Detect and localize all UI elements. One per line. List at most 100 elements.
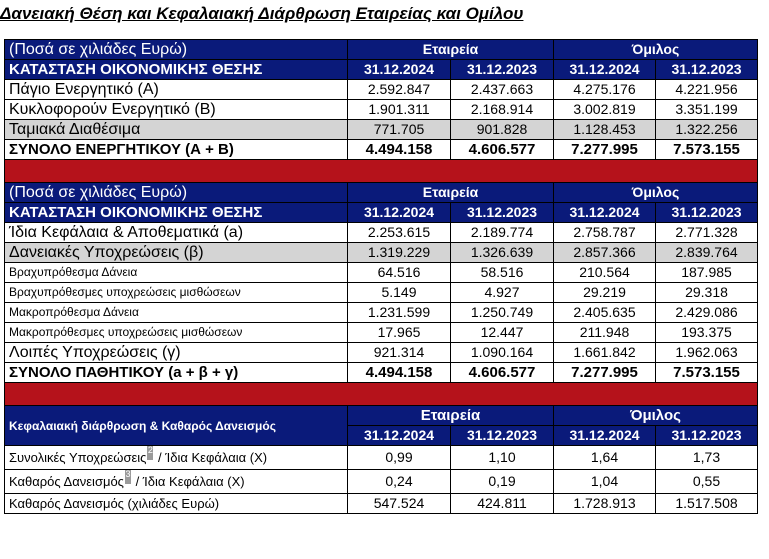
date-cell: 31.12.2024 <box>347 202 451 223</box>
table-row: Δανειακές Υποχρεώσεις (β) 1.319.229 1.32… <box>4 242 759 263</box>
page-title: Δανειακή Θέση και Κεφαλαιακή Διάρθρωση Ε… <box>0 4 524 23</box>
value-cell: 4.494.158 <box>347 139 451 160</box>
value-cell: 4.221.956 <box>654 79 759 100</box>
row-label: Συνολικές Υποχρεώσεις2 / Ίδια Κεφάλαια (… <box>4 445 348 470</box>
value-cell: 1.901.311 <box>347 99 451 120</box>
table-row: Βραχυπρόθεσμες υποχρεώσεις μισθώσεων 5.1… <box>4 282 759 303</box>
date-cell: 31.12.2024 <box>347 59 451 80</box>
value-cell: 17.965 <box>347 322 451 343</box>
footnote-mark: 2 <box>147 446 154 460</box>
row-label: Ταμιακά Διαθέσιμα <box>4 119 348 140</box>
value-cell: 2.758.787 <box>553 222 656 243</box>
value-cell: 210.564 <box>553 262 656 283</box>
section-separator <box>3 382 759 406</box>
section2-note: (Ποσά σε χιλιάδες Ευρώ) <box>4 182 348 203</box>
value-cell: 1.728.913 <box>553 493 656 514</box>
section-separator <box>3 159 759 183</box>
table-row: Καθαρός Δανεισμός3 / Ίδια Κεφάλαια (X) 0… <box>4 469 759 494</box>
row-label: Κυκλοφορούν Ενεργητικό (Β) <box>4 99 348 120</box>
value-cell: 771.705 <box>347 119 451 140</box>
value-cell: 2.437.663 <box>450 79 554 100</box>
value-cell: 4.606.577 <box>450 139 554 160</box>
value-cell: 2.168.914 <box>450 99 554 120</box>
table-row: Συνολικές Υποχρεώσεις2 / Ίδια Κεφάλαια (… <box>4 445 759 470</box>
table-row: Λοιπές Υποχρεώσεις (γ) 921.314 1.090.164… <box>4 342 759 363</box>
value-cell: 7.277.995 <box>553 362 656 383</box>
table-row: Ταμιακά Διαθέσιμα 771.705 901.828 1.128.… <box>4 119 759 140</box>
value-cell: 2.429.086 <box>654 302 759 323</box>
section3-group-consolidated: Όμιλος <box>552 405 759 426</box>
row-label-suffix: / Ίδια Κεφάλαια (X) <box>131 474 245 489</box>
value-cell: 2.253.615 <box>347 222 451 243</box>
financial-position-table: (Ποσά σε χιλιάδες Ευρώ) Εταιρεία Όμιλος … <box>3 39 759 514</box>
value-cell: 4.606.577 <box>450 362 554 383</box>
section1-note: (Ποσά σε χιλιάδες Ευρώ) <box>4 39 348 60</box>
value-cell: 1.962.063 <box>654 342 759 363</box>
value-cell: 1.517.508 <box>654 493 759 514</box>
value-cell: 1,04 <box>553 469 656 494</box>
table-row: Μακροπρόθεσμα Δάνεια 1.231.599 1.250.749… <box>4 302 759 323</box>
value-cell: 0,99 <box>347 445 451 470</box>
section2-group-consolidated: Όμιλος <box>552 182 759 203</box>
row-label: ΣΥΝΟΛΟ ΠΑΘΗΤΙΚΟΥ (a + β + γ) <box>4 362 348 383</box>
row-label: Καθαρός Δανεισμός3 / Ίδια Κεφάλαια (X) <box>4 469 348 494</box>
value-cell: 5.149 <box>347 282 451 303</box>
value-cell: 4.927 <box>450 282 554 303</box>
section2-heading: ΚΑΤΑΣΤΑΣΗ ΟΙΚΟΝΟΜΙΚΗΣ ΘΕΣΗΣ <box>4 202 348 223</box>
value-cell: 7.573.155 <box>654 139 759 160</box>
value-cell: 29.219 <box>553 282 656 303</box>
value-cell: 2.405.635 <box>553 302 656 323</box>
section2-date-header: ΚΑΤΑΣΤΑΣΗ ΟΙΚΟΝΟΜΙΚΗΣ ΘΕΣΗΣ 31.12.2024 3… <box>4 202 759 223</box>
section1-group-company: Εταιρεία <box>347 39 554 60</box>
date-cell: 31.12.2024 <box>553 202 656 223</box>
value-cell: 547.524 <box>347 493 451 514</box>
value-cell: 921.314 <box>347 342 451 363</box>
table-row: Μακροπρόθεσμες υποχρεώσεις μισθώσεων 17.… <box>4 322 759 343</box>
section1-group-header: (Ποσά σε χιλιάδες Ευρώ) Εταιρεία Όμιλος <box>4 39 759 60</box>
row-label-suffix: / Ίδια Κεφάλαια (X) <box>154 450 268 465</box>
value-cell: 1.322.256 <box>654 119 759 140</box>
row-label: Βραχυπρόθεσμες υποχρεώσεις μισθώσεων <box>4 282 348 303</box>
value-cell: 901.828 <box>450 119 554 140</box>
value-cell: 211.948 <box>553 322 656 343</box>
value-cell: 1.326.639 <box>450 242 554 263</box>
value-cell: 2.857.366 <box>553 242 656 263</box>
total-row: ΣΥΝΟΛΟ ΠΑΘΗΤΙΚΟΥ (a + β + γ) 4.494.158 4… <box>4 362 759 383</box>
value-cell: 29.318 <box>654 282 759 303</box>
value-cell: 0,55 <box>654 469 759 494</box>
date-cell: 31.12.2024 <box>553 425 656 446</box>
row-label: Δανειακές Υποχρεώσεις (β) <box>4 242 348 263</box>
value-cell: 2.771.328 <box>654 222 759 243</box>
value-cell: 12.447 <box>450 322 554 343</box>
footnote-mark: 3 <box>124 470 131 484</box>
row-label: Λοιπές Υποχρεώσεις (γ) <box>4 342 348 363</box>
date-cell: 31.12.2023 <box>450 425 554 446</box>
row-label: Πάγιο Ενεργητικό (Α) <box>4 79 348 100</box>
date-cell: 31.12.2023 <box>450 202 554 223</box>
value-cell: 1.090.164 <box>450 342 554 363</box>
row-label: Μακροπρόθεσμα Δάνεια <box>4 302 348 323</box>
value-cell: 7.277.995 <box>553 139 656 160</box>
row-label: Ίδια Κεφάλαια & Αποθεματικά (a) <box>4 222 348 243</box>
value-cell: 58.516 <box>450 262 554 283</box>
value-cell: 1.231.599 <box>347 302 451 323</box>
date-cell: 31.12.2024 <box>553 59 656 80</box>
date-cell: 31.12.2023 <box>654 59 759 80</box>
value-cell: 7.573.155 <box>654 362 759 383</box>
total-row: ΣΥΝΟΛΟ ΕΝΕΡΓΗΤΙΚΟΥ (Α + Β) 4.494.158 4.6… <box>4 139 759 160</box>
value-cell: 1.128.453 <box>553 119 656 140</box>
date-cell: 31.12.2024 <box>347 425 451 446</box>
section3-date-header: 31.12.2024 31.12.2023 31.12.2024 31.12.2… <box>5 425 759 446</box>
table-row: Καθαρός Δανεισμός (χιλιάδες Ευρώ) 547.52… <box>4 493 759 514</box>
value-cell: 1.319.229 <box>347 242 451 263</box>
section2-group-company: Εταιρεία <box>347 182 554 203</box>
value-cell: 2.592.847 <box>347 79 451 100</box>
date-cell: 31.12.2023 <box>450 59 554 80</box>
value-cell: 1.250.749 <box>450 302 554 323</box>
table-row: Κυκλοφορούν Ενεργητικό (Β) 1.901.311 2.1… <box>4 99 759 120</box>
value-cell: 1,10 <box>450 445 554 470</box>
table-row: Βραχυπρόθεσμα Δάνεια 64.516 58.516 210.5… <box>4 262 759 283</box>
value-cell: 1,64 <box>553 445 656 470</box>
section3-header: Κεφαλαιακή διάρθρωση & Καθαρός Δανεισμός… <box>4 405 759 446</box>
section3-heading: Κεφαλαιακή διάρθρωση & Καθαρός Δανεισμός <box>4 405 348 446</box>
